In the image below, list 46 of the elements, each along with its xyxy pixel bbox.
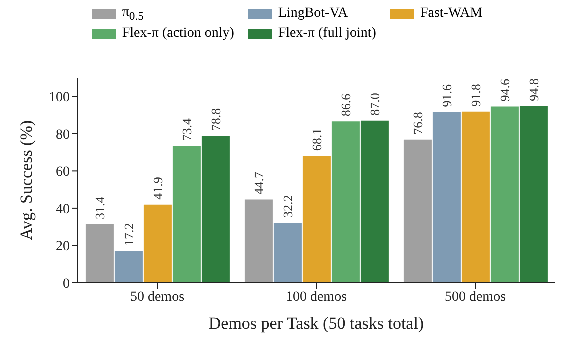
y-tick-label: 100 bbox=[49, 90, 70, 106]
bar bbox=[202, 136, 230, 283]
data-label: 91.8 bbox=[468, 84, 484, 107]
bar bbox=[360, 120, 389, 283]
x-tick-label: 50 demos bbox=[130, 290, 185, 305]
y-tick-label: 80 bbox=[56, 128, 70, 143]
legend-label: Flex-π (action only) bbox=[122, 26, 234, 42]
data-label: 94.8 bbox=[526, 78, 542, 102]
bar bbox=[490, 106, 519, 283]
y-axis-title: Avg. Success (%) bbox=[17, 120, 36, 241]
y-tick-label: 0 bbox=[63, 276, 70, 292]
bar bbox=[244, 200, 273, 283]
bar bbox=[432, 112, 461, 283]
bar bbox=[332, 122, 360, 283]
legend-label: Fast-WAM bbox=[420, 6, 483, 22]
legend-label: Flex-π (full joint) bbox=[278, 26, 376, 42]
bar bbox=[144, 204, 172, 283]
legend-label: LingBot-VA bbox=[278, 6, 348, 22]
bar bbox=[86, 224, 114, 283]
bar bbox=[520, 106, 548, 283]
x-axis-title: Demos per Task (50 tasks total) bbox=[208, 314, 424, 333]
y-tick-label: 60 bbox=[56, 165, 70, 180]
data-label: 91.6 bbox=[439, 84, 454, 108]
data-label: 86.6 bbox=[338, 93, 354, 117]
bar bbox=[404, 140, 432, 283]
data-label: 73.4 bbox=[179, 118, 194, 142]
bar bbox=[114, 250, 143, 283]
data-label: 76.8 bbox=[410, 112, 426, 135]
x-tick-label: 500 demos bbox=[444, 290, 506, 305]
data-label: 32.2 bbox=[280, 195, 296, 218]
data-label: 31.4 bbox=[92, 196, 108, 220]
bar bbox=[172, 146, 201, 283]
data-label: 44.7 bbox=[251, 171, 266, 195]
x-tick-label: 100 demos bbox=[286, 290, 348, 305]
data-label: 94.6 bbox=[497, 78, 512, 102]
data-label: 78.8 bbox=[208, 108, 224, 132]
data-label: 68.1 bbox=[309, 128, 324, 152]
bar bbox=[274, 222, 302, 283]
y-tick-label: 40 bbox=[56, 202, 70, 218]
bar bbox=[302, 156, 331, 283]
data-label: 87.0 bbox=[367, 93, 382, 116]
bar bbox=[462, 112, 490, 283]
y-tick-label: 20 bbox=[56, 240, 70, 255]
legend-label: π$_{0.5}$ bbox=[122, 5, 144, 23]
data-label: 41.9 bbox=[150, 177, 166, 200]
data-label: 17.2 bbox=[121, 223, 136, 246]
